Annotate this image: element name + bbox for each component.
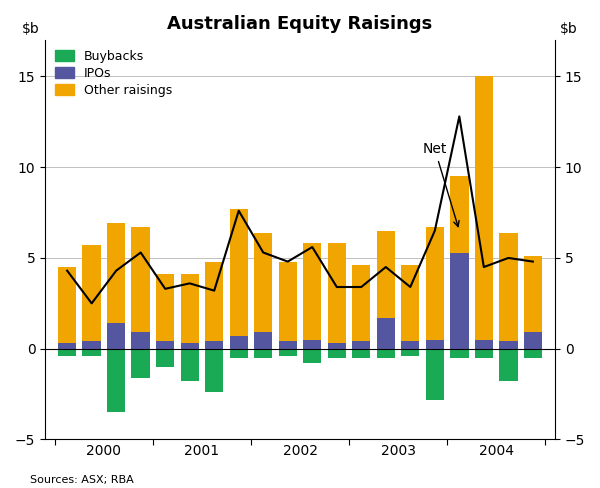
Bar bbox=[450, 349, 469, 358]
Bar bbox=[107, 224, 125, 324]
Bar bbox=[230, 209, 248, 336]
Bar bbox=[278, 262, 297, 342]
Bar bbox=[499, 349, 518, 382]
Bar bbox=[328, 343, 346, 349]
Bar bbox=[107, 324, 125, 349]
Bar bbox=[425, 349, 444, 400]
Bar bbox=[181, 343, 199, 349]
Bar bbox=[278, 349, 297, 356]
Bar bbox=[181, 274, 199, 343]
Bar bbox=[401, 265, 419, 342]
Bar bbox=[450, 252, 469, 349]
Bar bbox=[499, 233, 518, 342]
Bar bbox=[254, 349, 272, 358]
Bar bbox=[377, 349, 395, 358]
Bar bbox=[278, 342, 297, 349]
Bar bbox=[475, 340, 493, 349]
Legend: Buybacks, IPOs, Other raisings: Buybacks, IPOs, Other raisings bbox=[52, 46, 176, 101]
Bar bbox=[328, 349, 346, 358]
Bar bbox=[205, 349, 223, 392]
Bar bbox=[58, 349, 76, 356]
Bar bbox=[156, 274, 175, 342]
Bar bbox=[524, 349, 542, 358]
Bar bbox=[352, 349, 370, 358]
Text: $b: $b bbox=[22, 22, 40, 36]
Bar bbox=[303, 340, 322, 349]
Bar bbox=[254, 332, 272, 349]
Bar bbox=[328, 244, 346, 343]
Title: Australian Equity Raisings: Australian Equity Raisings bbox=[167, 15, 433, 33]
Bar bbox=[82, 342, 101, 349]
Bar bbox=[156, 342, 175, 349]
Bar bbox=[82, 245, 101, 342]
Bar bbox=[131, 332, 150, 349]
Bar bbox=[425, 340, 444, 349]
Bar bbox=[352, 265, 370, 342]
Bar bbox=[181, 349, 199, 382]
Bar bbox=[499, 342, 518, 349]
Bar bbox=[230, 336, 248, 349]
Bar bbox=[377, 231, 395, 318]
Bar bbox=[352, 342, 370, 349]
Bar bbox=[230, 349, 248, 358]
Text: Sources: ASX; RBA: Sources: ASX; RBA bbox=[30, 475, 134, 485]
Bar bbox=[524, 256, 542, 332]
Bar bbox=[401, 342, 419, 349]
Text: $b: $b bbox=[560, 22, 578, 36]
Bar bbox=[58, 267, 76, 343]
Bar bbox=[475, 77, 493, 340]
Bar bbox=[107, 349, 125, 412]
Bar bbox=[475, 349, 493, 358]
Bar bbox=[303, 349, 322, 363]
Bar bbox=[131, 349, 150, 378]
Bar bbox=[131, 227, 150, 332]
Bar bbox=[205, 342, 223, 349]
Bar bbox=[524, 332, 542, 349]
Bar bbox=[450, 176, 469, 252]
Bar bbox=[254, 233, 272, 332]
Bar bbox=[205, 262, 223, 342]
Bar bbox=[425, 227, 444, 340]
Bar bbox=[82, 349, 101, 356]
Bar bbox=[58, 343, 76, 349]
Bar bbox=[401, 349, 419, 356]
Bar bbox=[156, 349, 175, 367]
Text: Net: Net bbox=[422, 142, 459, 226]
Bar bbox=[303, 244, 322, 340]
Bar bbox=[377, 318, 395, 349]
